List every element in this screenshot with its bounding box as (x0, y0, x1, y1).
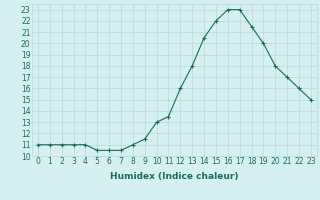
X-axis label: Humidex (Indice chaleur): Humidex (Indice chaleur) (110, 172, 239, 181)
